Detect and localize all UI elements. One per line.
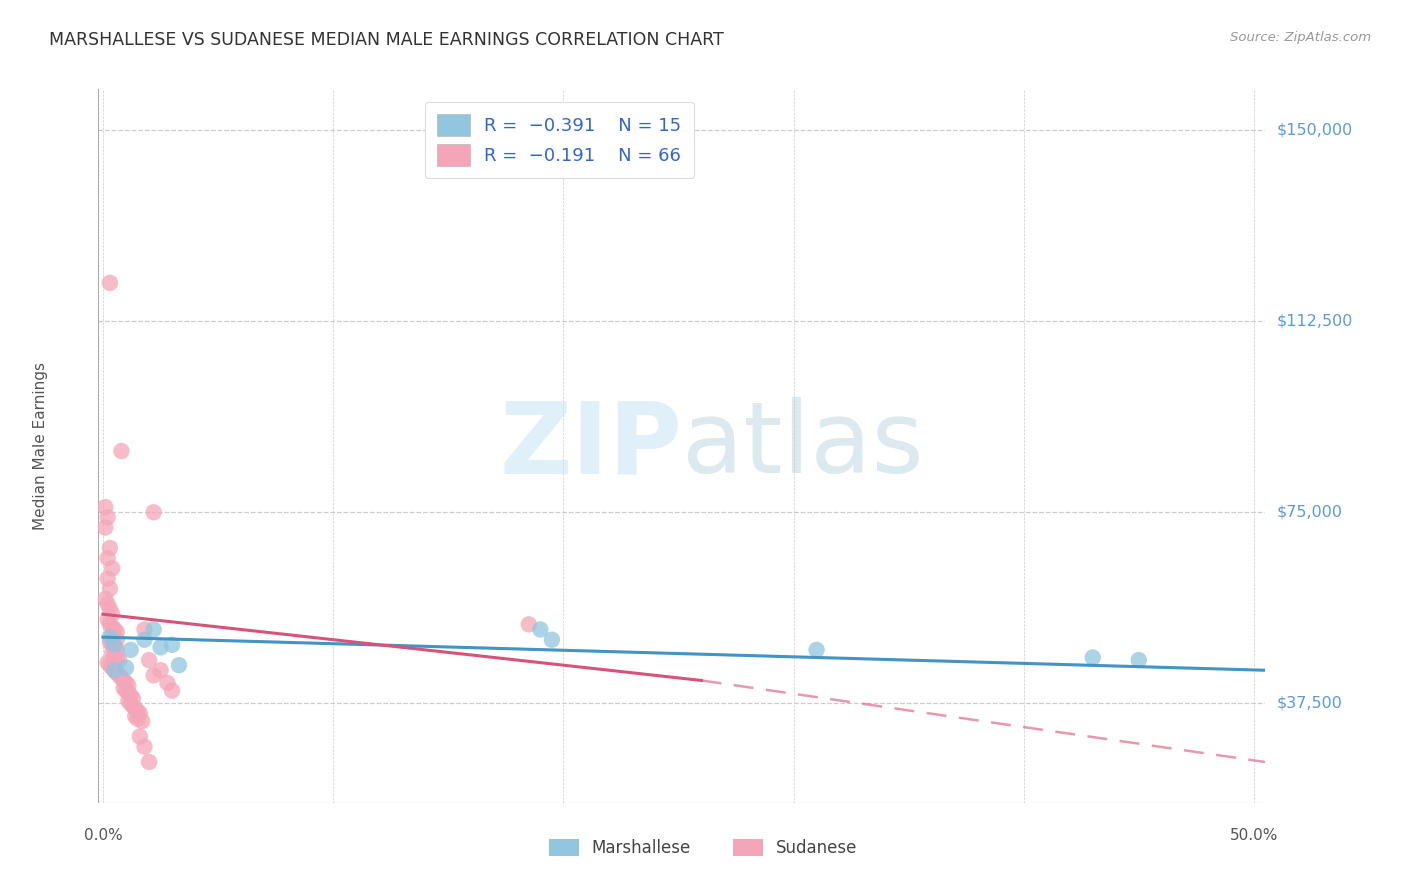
Point [112, 681, 135, 695]
Point [122, 691, 145, 706]
Point [103, 663, 125, 677]
Point [108, 668, 131, 682]
Point [94, 591, 117, 606]
Point [101, 627, 124, 641]
Point [1081, 650, 1104, 665]
Point [138, 653, 160, 667]
Point [94, 520, 117, 534]
Point [128, 730, 150, 744]
Text: $150,000: $150,000 [1277, 122, 1353, 137]
Point [98, 630, 121, 644]
Point [103, 638, 125, 652]
Point [98, 602, 121, 616]
Point [120, 643, 142, 657]
Text: 50.0%: 50.0% [1230, 828, 1278, 843]
Point [103, 663, 125, 677]
Point [806, 643, 828, 657]
Point [101, 561, 124, 575]
Point [101, 620, 124, 634]
Point [156, 676, 179, 690]
Point [94, 500, 117, 515]
Point [117, 686, 139, 700]
Point [97, 597, 120, 611]
Point [115, 661, 138, 675]
Point [117, 679, 139, 693]
Point [105, 665, 128, 680]
Text: MARSHALLESE VS SUDANESE MEDIAN MALE EARNINGS CORRELATION CHART: MARSHALLESE VS SUDANESE MEDIAN MALE EARN… [49, 31, 724, 49]
Point [101, 607, 124, 622]
Point [103, 648, 125, 662]
Point [120, 697, 142, 711]
Point [98, 276, 121, 290]
Point [529, 623, 551, 637]
Point [142, 623, 165, 637]
Point [134, 623, 156, 637]
Point [105, 632, 128, 647]
Point [117, 694, 139, 708]
Point [105, 643, 128, 657]
Point [541, 632, 564, 647]
Point [142, 668, 165, 682]
Point [105, 650, 128, 665]
Point [149, 640, 172, 655]
Point [124, 701, 146, 715]
Point [98, 617, 121, 632]
Text: ZIP: ZIP [499, 398, 682, 494]
Point [97, 572, 120, 586]
Point [98, 541, 121, 555]
Point [1128, 653, 1150, 667]
Point [110, 671, 132, 685]
Point [142, 505, 165, 519]
Point [97, 510, 120, 524]
Point [160, 683, 183, 698]
Point [134, 739, 156, 754]
Point [101, 645, 124, 659]
Legend: R =  −0.391    N = 15, R =  −0.191    N = 66: R = −0.391 N = 15, R = −0.191 N = 66 [425, 102, 695, 178]
Point [124, 709, 146, 723]
Point [97, 656, 120, 670]
Text: $37,500: $37,500 [1277, 696, 1343, 711]
Point [97, 612, 120, 626]
Point [115, 683, 138, 698]
Point [127, 704, 149, 718]
Point [112, 673, 135, 688]
Legend: Marshallese, Sudanese: Marshallese, Sudanese [541, 832, 865, 864]
Point [98, 582, 121, 596]
Point [517, 617, 540, 632]
Point [103, 630, 125, 644]
Text: $112,500: $112,500 [1277, 314, 1353, 328]
Point [115, 676, 138, 690]
Point [103, 623, 125, 637]
Text: Source: ZipAtlas.com: Source: ZipAtlas.com [1230, 31, 1371, 45]
Point [160, 638, 183, 652]
Point [98, 658, 121, 673]
Point [167, 658, 190, 673]
Point [103, 640, 125, 655]
Point [101, 661, 124, 675]
Point [138, 755, 160, 769]
Point [98, 635, 121, 649]
Point [131, 714, 153, 729]
Point [101, 638, 124, 652]
Point [97, 551, 120, 566]
Text: Median Male Earnings: Median Male Earnings [32, 362, 48, 530]
Point [128, 706, 150, 721]
Point [108, 653, 131, 667]
Point [120, 689, 142, 703]
Point [105, 625, 128, 640]
Point [110, 444, 132, 458]
Point [127, 712, 149, 726]
Point [149, 663, 172, 677]
Point [122, 698, 145, 713]
Text: $75,000: $75,000 [1277, 505, 1343, 520]
Text: 0.0%: 0.0% [83, 828, 122, 843]
Point [134, 632, 156, 647]
Text: atlas: atlas [682, 398, 924, 494]
